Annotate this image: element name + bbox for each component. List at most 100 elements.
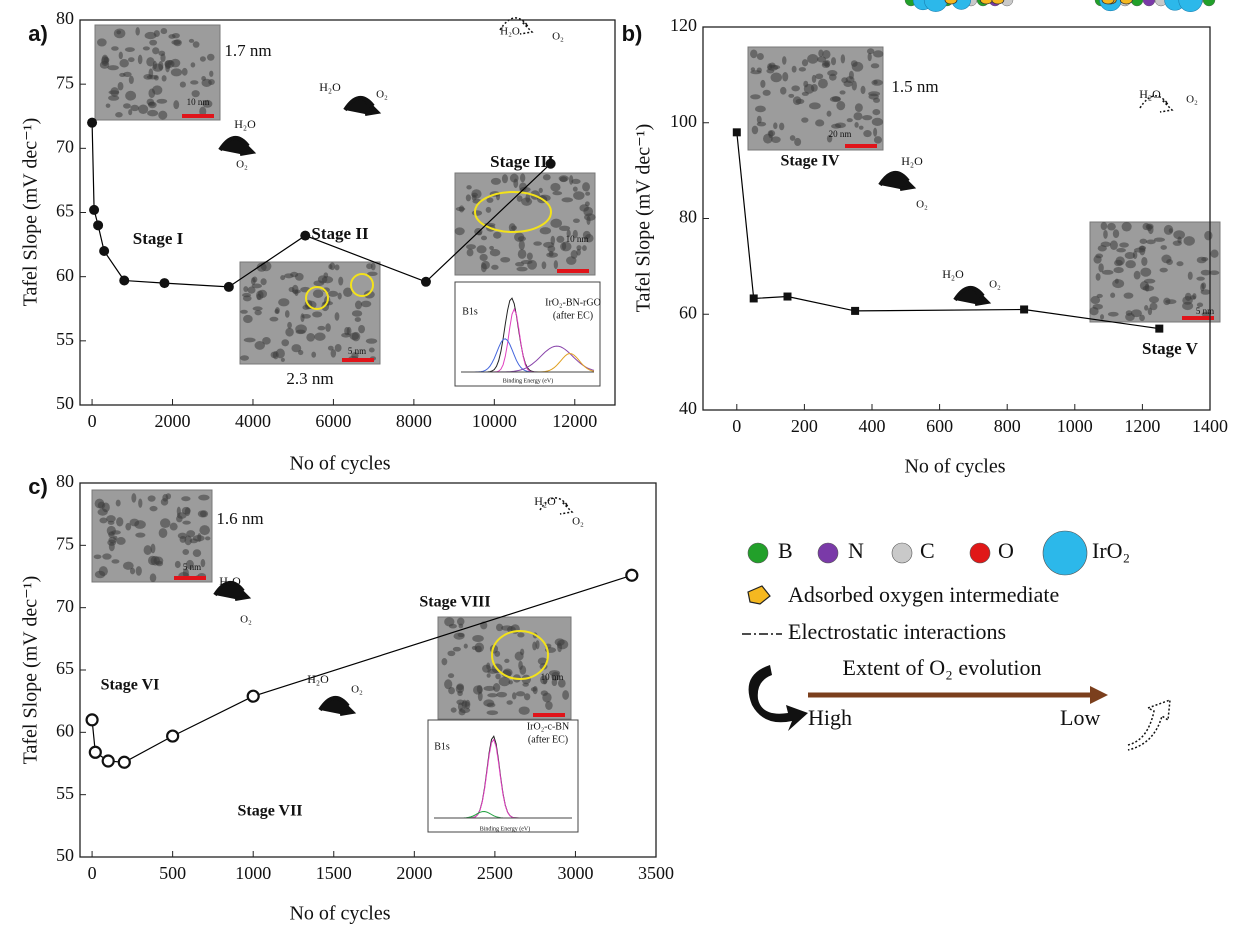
tem-particle — [498, 676, 511, 687]
annotation: O₂ — [989, 279, 1001, 291]
data-point — [101, 754, 115, 768]
x-tick-label: 1500 — [316, 863, 352, 883]
tem-particle — [119, 59, 129, 68]
tem-particle — [1133, 270, 1141, 280]
tem-particle — [177, 532, 188, 539]
annotation: H₂O — [319, 80, 341, 94]
atom — [1130, 0, 1144, 7]
tem-particle — [295, 272, 304, 281]
tem-particle — [107, 520, 115, 525]
tem-particle — [130, 104, 140, 112]
iro2-particle — [1178, 0, 1203, 13]
data-point — [545, 158, 556, 169]
tem-particle — [504, 658, 510, 664]
tem-particle — [586, 215, 591, 225]
tem-particle — [243, 286, 249, 293]
tem-particle — [466, 244, 476, 250]
annotation: IrO₂-BN-rGO — [545, 297, 601, 308]
tem-particle — [511, 692, 517, 700]
tem-particle — [522, 682, 529, 687]
tem-particle — [514, 651, 524, 661]
y-tick-label: 60 — [56, 265, 74, 285]
tem-particle — [585, 191, 591, 196]
tem-particle — [160, 518, 171, 529]
tem-particle — [458, 623, 464, 629]
y-tick-label: 75 — [56, 72, 74, 92]
x-tick-label: 6000 — [315, 411, 351, 431]
tem-particle — [312, 311, 323, 318]
tem-particle — [1153, 237, 1166, 242]
annotation: Stage II — [311, 224, 369, 243]
x-tick-label: 1400 — [1192, 416, 1228, 436]
y-tick-label: 80 — [56, 471, 74, 491]
tem-particle — [165, 62, 170, 73]
tem-particle — [351, 310, 363, 317]
annotation: B1s — [462, 306, 478, 317]
tem-particle — [1200, 289, 1211, 295]
tem-particle — [851, 80, 857, 91]
annotation: O₂ — [1186, 94, 1198, 106]
tem-particle — [495, 673, 501, 680]
tem-particle — [351, 352, 359, 360]
tem-particle — [130, 567, 136, 575]
tem-particle — [756, 52, 764, 61]
evolution-arrow — [1139, 95, 1174, 113]
x-tick-label: 2000 — [155, 411, 191, 431]
tem-particle — [170, 58, 181, 68]
tem-particle — [168, 60, 173, 65]
tem-particle — [149, 505, 158, 512]
tem-particle — [1144, 305, 1149, 311]
annotation: H₂O — [901, 154, 923, 168]
data-point — [119, 275, 130, 286]
tem-particle — [98, 566, 108, 577]
tem-particle — [202, 99, 213, 108]
tem-particle — [97, 38, 107, 47]
tem-particle — [367, 271, 378, 277]
tem-particle — [247, 286, 256, 294]
tem-particle — [548, 670, 561, 676]
annotation: 1.5 nm — [891, 77, 938, 96]
tem-particle — [116, 517, 124, 527]
tem-particle — [831, 123, 842, 129]
tem-particle — [479, 253, 488, 261]
data-point — [117, 755, 131, 769]
tem-particle — [102, 553, 112, 560]
tem-particle — [358, 324, 366, 334]
tem-particle — [795, 98, 805, 104]
data-point — [420, 276, 431, 287]
tem-particle — [818, 49, 824, 58]
data-point — [87, 117, 98, 128]
tem-particle — [93, 554, 102, 560]
tem-particle — [873, 136, 883, 144]
tem-particle — [870, 63, 880, 69]
y-axis-label: Tafel Slope (mV dec⁻¹) — [633, 124, 655, 313]
tem-particle — [313, 280, 325, 287]
tem-particle — [1125, 260, 1136, 269]
tem-particle — [207, 53, 215, 61]
tem-particle — [1200, 283, 1205, 292]
legend-swatch — [747, 585, 771, 605]
tem-particle — [1176, 261, 1184, 267]
tem-particle — [523, 693, 531, 701]
tem-particle — [128, 109, 133, 116]
tem-particle — [444, 679, 453, 690]
tem-particle — [447, 673, 455, 679]
tem-particle — [457, 690, 463, 697]
tem-particle — [129, 518, 140, 527]
tem-particle — [256, 262, 267, 272]
annotation: Stage V — [1142, 339, 1199, 358]
tem-particle — [327, 290, 339, 297]
tem-particle — [853, 112, 863, 121]
tem-particle — [343, 287, 353, 297]
tem-particle — [866, 48, 875, 55]
tem-particle — [801, 91, 809, 96]
tem-particle — [325, 323, 331, 332]
y-tick-label: 70 — [56, 596, 74, 616]
tem-particle — [450, 707, 457, 713]
tem-particle — [542, 678, 548, 685]
tem-particle — [317, 325, 326, 331]
tem-particle — [815, 119, 825, 127]
tem-particle — [182, 568, 189, 578]
tem-particle — [582, 245, 587, 252]
annotation: H₂O — [500, 26, 520, 38]
